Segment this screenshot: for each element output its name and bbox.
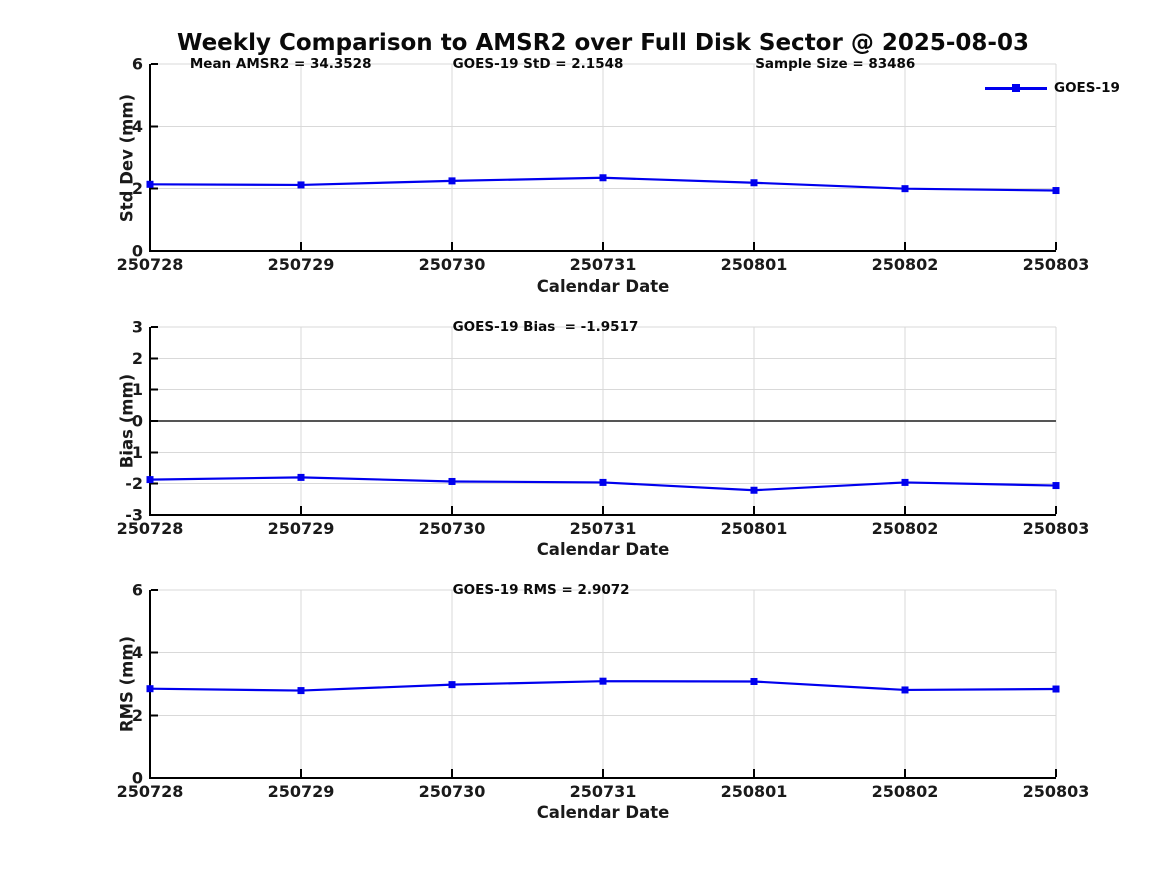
x-tick-label: 250728 — [117, 782, 184, 801]
data-point-marker — [146, 476, 154, 484]
x-tick-label: 250728 — [117, 255, 184, 274]
data-point-marker — [750, 179, 758, 187]
subplot-rms: 0 2 4 6 250728 250729 250730 250731 250801 250802… — [117, 581, 1090, 802]
y-tick-label: -1 — [125, 443, 143, 462]
y-tick-label: -3 — [125, 506, 143, 525]
y-tick-label: 2 — [132, 349, 143, 368]
data-point-marker — [599, 174, 607, 182]
legend-line-sample — [985, 84, 1047, 92]
subplot-bias: -3 -2 -1 0 1 2 3 250728 250729 250730 250731 250801… — [117, 318, 1090, 539]
x-tick-label: 250803 — [1023, 782, 1090, 801]
data-point-marker — [146, 180, 154, 188]
data-point-marker — [297, 473, 305, 481]
x-tick-label: 250802 — [872, 519, 939, 538]
y-tick-label: 6 — [132, 55, 143, 74]
stat-annotation: GOES-19 RMS = 2.9072 — [452, 582, 630, 598]
x-tick-label: 250728 — [117, 519, 184, 538]
legend-square-marker-icon — [1012, 84, 1020, 92]
data-point-marker — [448, 477, 456, 485]
x-axis-label-rms: Calendar Date — [536, 803, 670, 822]
y-tick-label: 2 — [132, 179, 143, 198]
x-tick-label: 250803 — [1023, 519, 1090, 538]
x-tick-label: 250729 — [268, 519, 335, 538]
data-point-marker — [448, 177, 456, 185]
data-point-marker — [599, 677, 607, 685]
x-tick-label: 250731 — [570, 255, 637, 274]
y-axis-label-bias: Bias (mm) — [117, 373, 137, 469]
data-point-marker — [297, 181, 305, 189]
data-point-marker — [599, 478, 607, 486]
data-point-marker — [1052, 482, 1060, 490]
y-axis-label-rms: RMS (mm) — [117, 635, 137, 733]
stat-annotation: GOES-19 StD = 2.1548 — [452, 56, 624, 72]
data-point-marker — [901, 686, 909, 694]
figure-title: Weekly Comparison to AMSR2 over Full Dis… — [177, 30, 1029, 56]
y-tick-label: 3 — [132, 318, 143, 337]
y-tick-label: -2 — [125, 474, 143, 493]
data-point-marker — [297, 687, 305, 695]
x-tick-label: 250731 — [570, 782, 637, 801]
y-tick-label: 0 — [132, 242, 143, 261]
x-axis-label-std-dev: Calendar Date — [536, 277, 670, 296]
x-tick-label: 250803 — [1023, 255, 1090, 274]
stat-annotation: GOES-19 Bias = -1.9517 — [452, 319, 639, 335]
data-point-marker — [750, 677, 758, 685]
x-tick-label: 250802 — [872, 255, 939, 274]
data-point-marker — [750, 486, 758, 494]
x-tick-label: 250801 — [721, 519, 788, 538]
x-axis-label-bias: Calendar Date — [536, 540, 670, 559]
x-tick-label: 250730 — [419, 782, 486, 801]
x-tick-label: 250731 — [570, 519, 637, 538]
data-point-marker — [146, 685, 154, 693]
data-point-marker — [1052, 685, 1060, 693]
y-tick-label: 0 — [132, 769, 143, 788]
data-point-marker — [1052, 187, 1060, 195]
x-tick-label: 250729 — [268, 255, 335, 274]
legend-label: GOES-19 — [1054, 80, 1120, 96]
y-tick-label: 4 — [132, 117, 143, 136]
y-tick-label: 0 — [132, 412, 143, 431]
stat-annotation: Sample Size = 83486 — [755, 56, 916, 72]
data-point-marker — [901, 185, 909, 193]
x-tick-label: 250802 — [872, 782, 939, 801]
x-tick-label: 250730 — [419, 519, 486, 538]
y-tick-label: 4 — [132, 643, 143, 662]
y-tick-label: 2 — [132, 706, 143, 725]
x-tick-label: 250801 — [721, 255, 788, 274]
data-point-marker — [901, 478, 909, 486]
x-tick-label: 250729 — [268, 782, 335, 801]
x-tick-label: 250730 — [419, 255, 486, 274]
x-tick-label: 250801 — [721, 782, 788, 801]
y-tick-label: 1 — [132, 380, 143, 399]
data-point-marker — [448, 681, 456, 689]
y-tick-label: 6 — [132, 581, 143, 600]
y-axis-label-std-dev: Std Dev (mm) — [117, 93, 137, 223]
subplot-std-dev: 0 2 4 6 250728 250729 250730 250731 250801 250802… — [117, 55, 1090, 275]
legend: GOES-19 — [985, 80, 1120, 96]
stat-annotation: Mean AMSR2 = 34.3528 — [189, 56, 372, 72]
